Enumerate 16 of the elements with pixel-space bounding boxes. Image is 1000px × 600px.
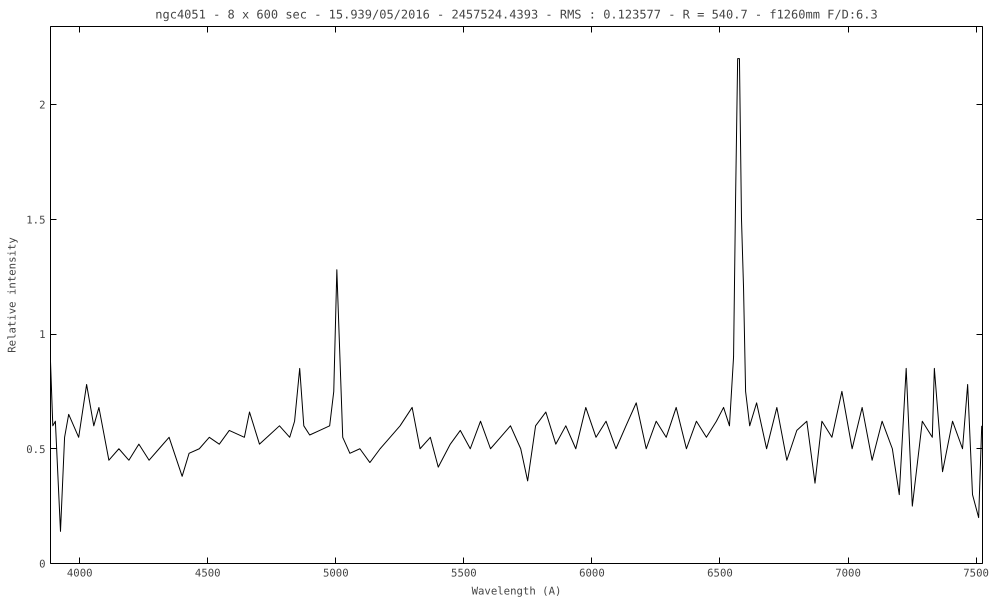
x-tick-label: 6000: [579, 566, 605, 580]
x-axis-title: Wavelength (A): [472, 584, 562, 598]
x-tick-label: 5000: [322, 566, 349, 580]
y-tick-label: 1: [39, 328, 46, 342]
x-tick-label: 7000: [835, 566, 861, 580]
y-tick-label: 2: [39, 98, 46, 112]
x-tick-label: 4000: [66, 566, 93, 580]
y-tick-label: 1.5: [26, 213, 46, 226]
x-tick-label: 7500: [963, 566, 989, 580]
y-tick-label: 0: [39, 558, 46, 570]
x-tick-label: 5500: [451, 566, 477, 580]
x-tick-label: 6500: [707, 566, 733, 580]
y-tick-label: 0.5: [26, 442, 46, 456]
x-tick-label: 4500: [194, 566, 221, 580]
chart-title: ngc4051 - 8 x 600 sec - 15.939/05/2016 - 2457524.4393 - RMS : 0.123577 - R = 540.7 - f1260mm F/D:6.3: [155, 8, 878, 22]
y-axis-title: Relative intensity: [5, 237, 18, 353]
